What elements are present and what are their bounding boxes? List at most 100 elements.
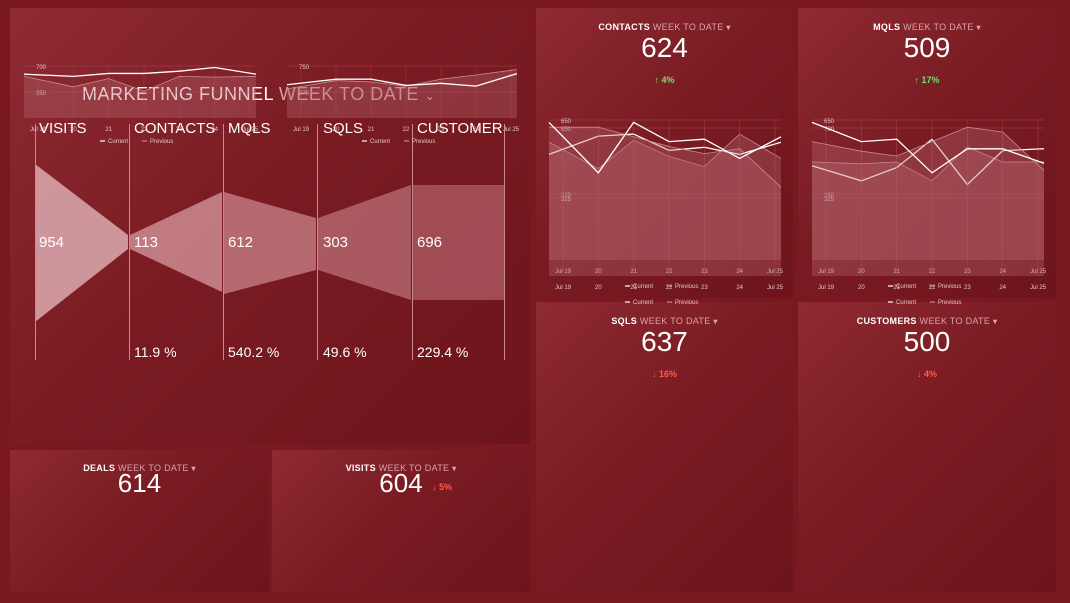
stage-value-sqls: 303 bbox=[323, 234, 349, 251]
widget-title-text: MQLS bbox=[873, 22, 901, 32]
chevron-down-icon[interactable]: ⌄ bbox=[424, 88, 436, 103]
deals-title[interactable]: DEALS WEEK TO DATE ▾ bbox=[10, 463, 269, 473]
sqls-value: 637 bbox=[641, 326, 688, 357]
funnel-divider bbox=[35, 124, 36, 360]
widget-title-text: DEALS bbox=[83, 463, 116, 473]
mqls-value: 509 bbox=[903, 32, 951, 63]
customers-title[interactable]: CUSTOMERS WEEK TO DATE ▾ bbox=[798, 316, 1056, 326]
y-tick-label: 325 bbox=[824, 197, 835, 203]
mqls-title[interactable]: MQLS WEEK TO DATE ▾ bbox=[798, 22, 1056, 32]
x-tick-label: 21 bbox=[630, 269, 637, 275]
customers-chart: 650 325 Jul 19 20 21 22 23 24 Jul 25 Current Previ… bbox=[811, 119, 1047, 306]
legend-previous-label: Previous bbox=[938, 300, 961, 306]
current-series-line bbox=[23, 66, 257, 78]
x-tick-label: Jul 19 bbox=[818, 269, 835, 275]
previous-series-area bbox=[812, 146, 1044, 260]
stage-name-customer: CUSTOMER bbox=[417, 120, 503, 137]
x-tick-label: Jul 25 bbox=[242, 127, 259, 133]
chevron-down-icon[interactable]: ▾ bbox=[452, 464, 457, 473]
x-tick-label: 22 bbox=[403, 127, 410, 133]
funnel-shape-contacts bbox=[130, 192, 222, 292]
visits-delta: ↓ 5% bbox=[432, 482, 453, 492]
previous-series-line bbox=[549, 126, 782, 188]
x-tick-label: 22 bbox=[666, 285, 673, 291]
x-tick-label: 24 bbox=[473, 127, 480, 133]
x-tick-label: Jul 19 bbox=[30, 127, 47, 133]
y-tick-label: 700 bbox=[824, 127, 835, 133]
funnel-shape-visits bbox=[35, 164, 128, 322]
legend-current-label: Current bbox=[896, 300, 916, 306]
stage-name-visits: VISITS bbox=[39, 120, 87, 137]
x-tick-label: 24 bbox=[999, 269, 1006, 275]
contacts-value: 624 bbox=[641, 32, 688, 63]
funnel-divider bbox=[504, 124, 505, 360]
x-tick-label: 23 bbox=[176, 127, 183, 133]
widget-range: WEEK TO DATE bbox=[118, 463, 192, 473]
legend-previous-label: Previous bbox=[938, 284, 961, 290]
funnel-range: WEEK TO DATE bbox=[278, 84, 419, 104]
visits-title[interactable]: VISITS WEEK TO DATE ▾ bbox=[272, 463, 530, 473]
x-tick-label: 23 bbox=[964, 269, 971, 275]
funnel-shape-sqls bbox=[318, 185, 411, 300]
widget-title-text: VISITS bbox=[345, 463, 376, 473]
x-tick-label: 22 bbox=[141, 127, 148, 133]
chevron-down-icon[interactable]: ▾ bbox=[976, 23, 981, 32]
legend-current-label: Current bbox=[896, 284, 916, 290]
customers-value: 500 bbox=[903, 326, 951, 357]
deals-value: 614 bbox=[117, 468, 162, 498]
previous-series-area bbox=[24, 76, 256, 118]
funnel-shape-customer bbox=[413, 185, 505, 300]
widget-range: WEEK TO DATE bbox=[639, 316, 714, 326]
funnel-divider bbox=[223, 124, 224, 360]
sqls-chart: 650 325 Jul 19 20 21 22 23 24 Jul 25 Current Previ… bbox=[548, 119, 784, 306]
x-tick-label: 24 bbox=[736, 285, 743, 291]
contacts-title[interactable]: CONTACTS WEEK TO DATE ▾ bbox=[536, 22, 793, 32]
customers-widget: CUSTOMERS WEEK TO DATE ▾ 500 ↓ 4% 650 325 Jul… bbox=[798, 119, 1056, 592]
x-tick-label: 21 bbox=[893, 285, 900, 291]
visits-chart: 750 375 Jul 19 20 21 22 23 24 Jul 25 Current Previ… bbox=[286, 65, 520, 145]
stage-value-contacts: 113 bbox=[134, 234, 158, 251]
funnel-title-text: MARKETING FUNNEL bbox=[82, 84, 274, 104]
chevron-down-icon[interactable]: ▾ bbox=[992, 317, 998, 326]
sqls-title[interactable]: SQLS WEEK TO DATE ▾ bbox=[536, 316, 793, 326]
legend-current-label: Current bbox=[633, 284, 653, 290]
legend-current-label: Current bbox=[370, 139, 390, 145]
x-tick-label: Jul 25 bbox=[767, 285, 784, 291]
stage-pct-customer: 229.4 % bbox=[417, 344, 469, 360]
legend-current-label: Current bbox=[108, 139, 128, 145]
previous-series-line bbox=[811, 126, 1045, 171]
x-tick-label: Jul 25 bbox=[767, 269, 784, 275]
widget-title-text: CUSTOMERS bbox=[856, 316, 917, 326]
previous-series-area bbox=[287, 69, 517, 118]
x-tick-label: 20 bbox=[595, 285, 602, 291]
chevron-down-icon[interactable]: ▾ bbox=[191, 464, 196, 473]
x-tick-label: 23 bbox=[438, 127, 445, 133]
widget-range: WEEK TO DATE bbox=[903, 22, 977, 32]
y-tick-label: 325 bbox=[561, 193, 572, 199]
stage-value-visits: 954 bbox=[39, 234, 65, 251]
legend-previous-label: Previous bbox=[675, 300, 698, 306]
y-tick-label: 350 bbox=[36, 91, 47, 97]
stage-name-contacts: CONTACTS bbox=[134, 120, 216, 137]
x-tick-label: 22 bbox=[666, 269, 673, 275]
x-tick-label: Jul 19 bbox=[555, 269, 572, 275]
x-tick-label: 20 bbox=[595, 269, 602, 275]
chevron-down-icon[interactable]: ▾ bbox=[726, 23, 731, 32]
x-tick-label: 23 bbox=[701, 285, 708, 291]
funnel-title[interactable]: MARKETING FUNNEL WEEK TO DATE ⌄ bbox=[82, 84, 436, 105]
x-tick-label: 23 bbox=[701, 269, 708, 275]
stage-pct-mqls: 540.2 % bbox=[228, 344, 280, 360]
stage-name-mqls: MQLS bbox=[228, 120, 271, 137]
x-tick-label: Jul 25 bbox=[503, 127, 520, 133]
current-series-line bbox=[548, 121, 782, 174]
widget-range: WEEK TO DATE bbox=[378, 463, 453, 473]
y-tick-label: 375 bbox=[299, 91, 310, 97]
x-tick-label: Jul 25 bbox=[1030, 269, 1047, 275]
x-tick-label: 20 bbox=[70, 127, 77, 133]
contacts-delta: ↑ 4% bbox=[654, 75, 675, 85]
chevron-down-icon[interactable]: ▾ bbox=[713, 317, 718, 326]
x-tick-label: 21 bbox=[893, 269, 900, 275]
stage-pct-contacts: 11.9 % bbox=[134, 344, 177, 360]
funnel-divider bbox=[129, 124, 130, 360]
